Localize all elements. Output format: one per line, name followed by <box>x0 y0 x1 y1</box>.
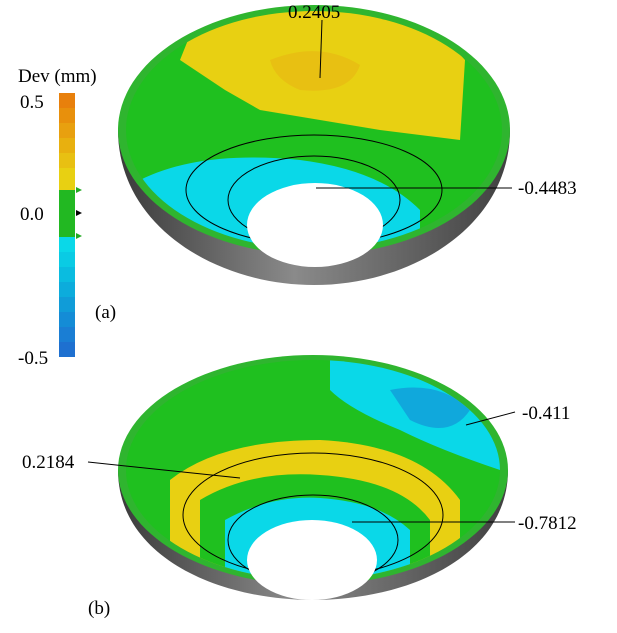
leader-line <box>319 19 323 79</box>
colorbar-tick: 0.0 <box>20 204 44 225</box>
leader-line <box>87 461 241 479</box>
colorbar-tick: -0.5 <box>18 348 48 369</box>
annotation: -0.4483 <box>518 178 577 199</box>
bowl-a <box>118 5 510 285</box>
bowl-b <box>118 355 508 600</box>
annotation: -0.411 <box>522 403 570 424</box>
colorbar-tick: 0.5 <box>20 92 44 113</box>
annotation: 0.2184 <box>22 452 75 473</box>
colorbar-title: Dev (mm) <box>18 66 97 87</box>
panel-label: (a) <box>95 302 116 323</box>
annotation: -0.7812 <box>518 513 577 534</box>
leader-line <box>465 411 516 426</box>
annotation: 0.2405 <box>288 2 340 23</box>
panel-label: (b) <box>88 598 110 619</box>
colorbar <box>59 93 82 357</box>
